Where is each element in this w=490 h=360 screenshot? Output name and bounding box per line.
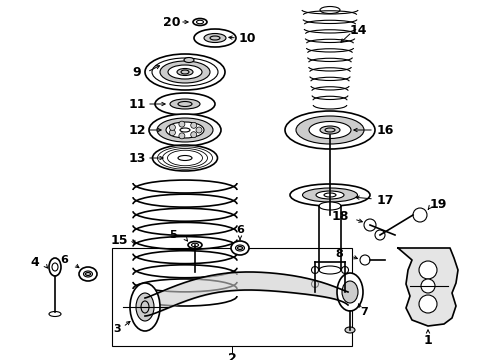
- Ellipse shape: [83, 271, 93, 277]
- Text: 5: 5: [169, 230, 177, 240]
- Ellipse shape: [309, 122, 351, 139]
- Circle shape: [364, 219, 376, 231]
- Polygon shape: [398, 248, 458, 326]
- Ellipse shape: [79, 267, 97, 281]
- Text: 8: 8: [335, 249, 343, 259]
- Ellipse shape: [320, 126, 340, 134]
- Circle shape: [419, 261, 437, 279]
- Ellipse shape: [316, 191, 344, 199]
- Ellipse shape: [155, 93, 215, 115]
- Circle shape: [312, 266, 318, 274]
- Text: 17: 17: [376, 194, 394, 207]
- Text: 16: 16: [376, 123, 393, 136]
- Ellipse shape: [49, 311, 61, 316]
- Ellipse shape: [345, 327, 355, 333]
- Ellipse shape: [319, 266, 341, 274]
- Text: 6: 6: [60, 255, 68, 265]
- Circle shape: [419, 295, 437, 313]
- Text: 18: 18: [331, 211, 349, 224]
- Ellipse shape: [152, 145, 218, 171]
- Circle shape: [342, 266, 348, 274]
- Ellipse shape: [290, 184, 370, 206]
- Ellipse shape: [168, 65, 202, 79]
- Ellipse shape: [157, 118, 213, 142]
- Ellipse shape: [149, 114, 221, 146]
- Text: 1: 1: [424, 333, 432, 346]
- Circle shape: [191, 122, 196, 128]
- Text: 13: 13: [128, 152, 146, 165]
- Ellipse shape: [302, 188, 358, 202]
- Ellipse shape: [204, 33, 226, 42]
- Ellipse shape: [236, 245, 245, 251]
- Ellipse shape: [177, 68, 193, 76]
- Ellipse shape: [188, 242, 202, 248]
- Ellipse shape: [285, 111, 375, 149]
- Text: 10: 10: [238, 31, 256, 45]
- Circle shape: [191, 132, 196, 138]
- Text: 12: 12: [128, 123, 146, 136]
- Circle shape: [196, 127, 202, 133]
- Ellipse shape: [136, 293, 154, 321]
- Ellipse shape: [170, 99, 200, 109]
- Ellipse shape: [145, 54, 225, 90]
- Ellipse shape: [194, 29, 236, 47]
- Ellipse shape: [166, 122, 204, 138]
- Text: 15: 15: [110, 234, 128, 247]
- Ellipse shape: [319, 202, 341, 210]
- Ellipse shape: [130, 283, 160, 331]
- Ellipse shape: [193, 18, 207, 26]
- Circle shape: [342, 280, 348, 288]
- Bar: [112, 248, 352, 346]
- Text: 3: 3: [113, 324, 121, 334]
- Circle shape: [360, 255, 370, 265]
- Circle shape: [179, 133, 185, 139]
- Text: 6: 6: [236, 225, 244, 235]
- Ellipse shape: [49, 258, 61, 276]
- Circle shape: [170, 130, 175, 136]
- Text: 20: 20: [163, 15, 181, 28]
- Ellipse shape: [296, 116, 364, 144]
- Circle shape: [170, 125, 175, 130]
- Text: 2: 2: [228, 351, 236, 360]
- Ellipse shape: [231, 241, 249, 255]
- Circle shape: [375, 230, 385, 240]
- Text: 4: 4: [31, 256, 39, 269]
- Text: 7: 7: [360, 307, 368, 317]
- Circle shape: [179, 121, 185, 127]
- Circle shape: [413, 208, 427, 222]
- Text: 14: 14: [349, 23, 367, 36]
- Circle shape: [421, 279, 435, 293]
- Ellipse shape: [342, 281, 358, 303]
- Ellipse shape: [337, 273, 363, 311]
- Text: 19: 19: [429, 198, 447, 211]
- Text: 9: 9: [133, 66, 141, 78]
- Circle shape: [312, 280, 318, 288]
- Text: 11: 11: [128, 98, 146, 111]
- Ellipse shape: [160, 61, 210, 83]
- Ellipse shape: [184, 58, 194, 63]
